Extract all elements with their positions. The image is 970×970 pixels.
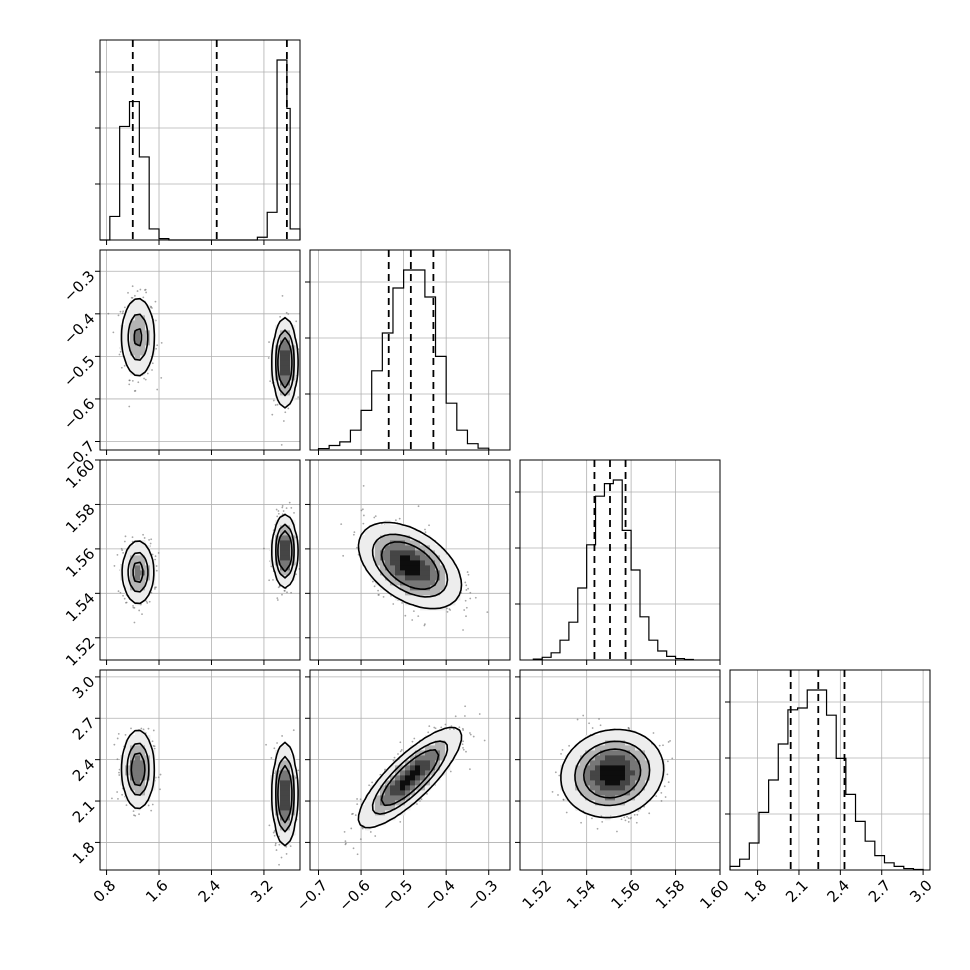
panel-frame: [99, 249, 301, 451]
x-tick-label-p3-2: 1.54: [563, 876, 599, 912]
density-layer: [100, 670, 300, 870]
contour-level-3: [380, 749, 440, 807]
density-layer: [310, 670, 510, 870]
contour-level-1: [357, 726, 463, 829]
density-layer: [100, 460, 300, 660]
panel-frame: [729, 669, 931, 871]
y-tick-label-p4-3: 2.4: [69, 755, 99, 785]
y-tick-label-p4-4: 2.7: [69, 714, 99, 744]
tick-labels: 0.8 1.6 2.4 3.2 −0.7 −0.6 −0.5 −0.4 −0.3 1.52 1.54…: [60, 267, 936, 915]
panel-frame: [309, 249, 511, 451]
density-layer: [100, 250, 300, 450]
histogram-step-line: [729, 689, 924, 871]
panel-frame: [309, 669, 511, 871]
density-panel-1-3: [95, 459, 301, 665]
panel-frame: [519, 459, 721, 661]
density-layer: [520, 670, 720, 870]
x-tick-label-p3-4: 1.58: [652, 876, 688, 912]
y-tick-label-p4-1: 1.8: [69, 838, 99, 868]
contour-level-3: [380, 541, 440, 590]
y-tick-label-p3-3: 1.56: [62, 545, 98, 581]
x-tick-label-p4-2: 2.1: [782, 876, 812, 906]
y-tick-label-p2-4: −0.4: [60, 310, 98, 348]
y-tick-label-p4-5: 3.0: [69, 673, 99, 703]
y-tick-label-p2-2: −0.6: [60, 395, 98, 433]
x-tick-label-p1-3: 2.4: [195, 876, 225, 906]
x-tick-label-p4-1: 1.8: [741, 876, 771, 906]
histogram-step-line: [100, 59, 301, 241]
x-tick-label-p2-5: −0.3: [463, 876, 501, 914]
contour-level-1: [120, 297, 299, 409]
contour-level-2: [371, 740, 449, 815]
contour-level-2: [127, 313, 295, 397]
x-tick-label-p2-2: −0.6: [335, 876, 373, 914]
histogram-panel-1: [95, 39, 301, 245]
panel-frame: [309, 459, 511, 661]
x-tick-label-p3-1: 1.52: [519, 876, 555, 912]
contour-level-1: [560, 728, 665, 819]
contour-level-3: [133, 328, 293, 389]
panel-frame: [99, 39, 301, 241]
x-tick-label-p4-3: 2.4: [823, 876, 853, 906]
contour-level-2: [371, 533, 449, 598]
x-tick-label-p3-5: 1.60: [696, 876, 732, 912]
histogram-step-line: [532, 479, 694, 661]
density-panel-2-3: [305, 459, 511, 665]
density-panel-2-4: [305, 669, 511, 875]
y-tick-label-p2-5: −0.3: [60, 267, 98, 305]
y-tick-label-p3-1: 1.52: [62, 634, 98, 670]
contour-level-2: [574, 740, 651, 807]
panel-frame: [99, 459, 301, 661]
histogram-panel-3: [515, 459, 721, 665]
contour-level-3: [130, 752, 293, 824]
x-tick-label-p3-3: 1.56: [607, 876, 643, 912]
panel-frame: [519, 669, 721, 871]
contour-level-2: [127, 523, 295, 593]
contour-level-2: [126, 742, 295, 833]
contour-level-1: [120, 729, 299, 847]
density-layer: [310, 460, 510, 660]
y-tick-label-p4-2: 2.1: [69, 797, 99, 827]
x-tick-label-p1-1: 0.8: [90, 876, 120, 906]
histogram-panel-4: [725, 669, 931, 875]
y-tick-label-p2-3: −0.5: [60, 352, 98, 390]
density-panel-1-4: [95, 669, 301, 875]
x-tick-label-p2-1: −0.7: [293, 876, 331, 914]
histogram-step-line: [317, 269, 490, 450]
y-tick-label-p3-4: 1.58: [62, 500, 98, 536]
y-tick-label-p3-2: 1.54: [62, 589, 98, 625]
density-panel-3-4: [515, 669, 721, 875]
contour-level-1: [121, 513, 299, 605]
x-tick-label-p1-2: 1.6: [142, 876, 172, 906]
x-tick-label-p4-4: 2.7: [865, 876, 895, 906]
x-tick-label-p2-3: −0.5: [378, 876, 416, 914]
contour-level-3: [583, 748, 642, 799]
panel-frame: [99, 669, 301, 871]
density-panel-1-2: [95, 249, 301, 455]
histogram-panel-2: [305, 249, 511, 455]
contour-level-1: [357, 521, 463, 610]
x-tick-label-p4-5: 3.0: [906, 876, 936, 906]
x-tick-label-p2-4: −0.4: [420, 876, 458, 914]
x-tick-label-p1-4: 3.2: [247, 876, 277, 906]
contour-level-3: [132, 530, 293, 583]
